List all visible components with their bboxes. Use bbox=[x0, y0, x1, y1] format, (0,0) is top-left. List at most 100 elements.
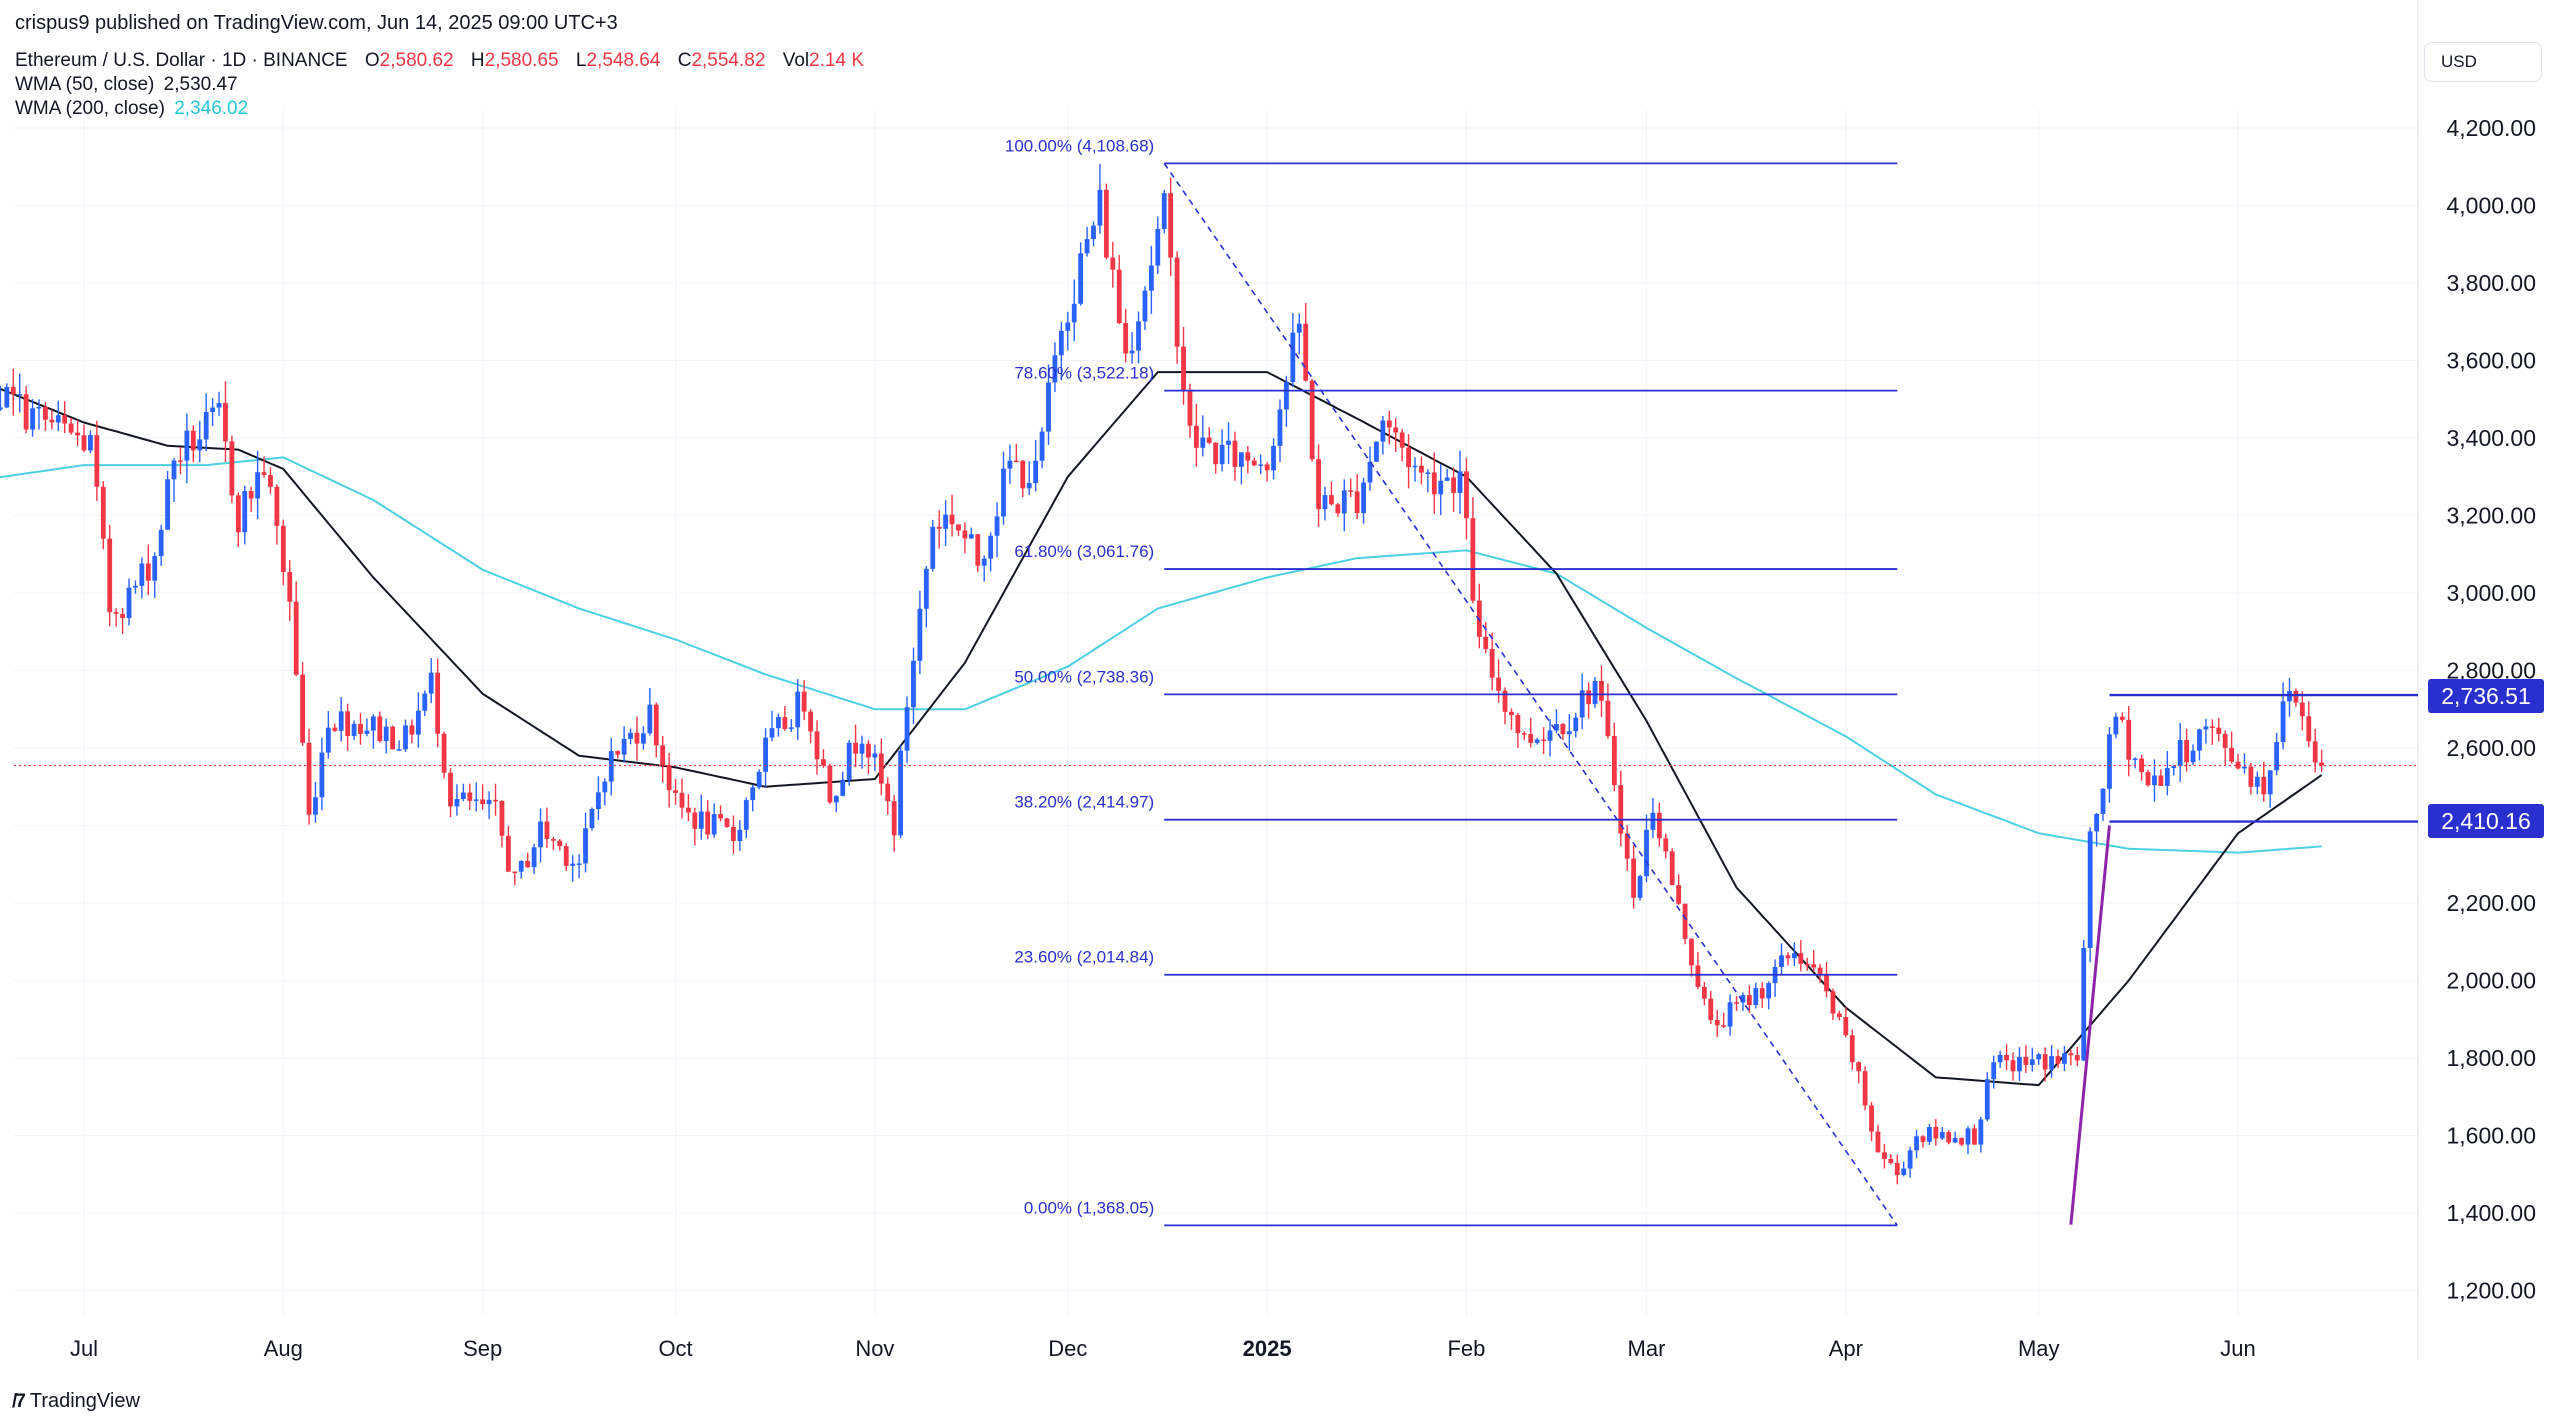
candle-body bbox=[306, 742, 312, 815]
wma200-legend[interactable]: WMA (200, close) 2,346.02 bbox=[15, 98, 248, 120]
candle-body bbox=[1264, 464, 1270, 471]
candle-body bbox=[2042, 1054, 2048, 1070]
candle-body bbox=[293, 601, 299, 675]
candle-body bbox=[975, 534, 981, 566]
candle-body bbox=[43, 406, 48, 420]
wma200-line bbox=[0, 456, 2322, 854]
candle-body bbox=[2055, 1056, 2061, 1064]
level-label-upper[interactable]: 2,736.51 bbox=[2428, 679, 2544, 713]
candle-body bbox=[409, 725, 415, 735]
currency-selector[interactable]: USD bbox=[2424, 42, 2542, 82]
wma50-legend[interactable]: WMA (50, close) 2,530.47 bbox=[15, 74, 238, 96]
candle-body bbox=[1444, 477, 1450, 481]
candle-body bbox=[1965, 1128, 1971, 1145]
candle-body bbox=[1740, 995, 1746, 1003]
candle-body bbox=[885, 783, 891, 802]
candle-body bbox=[100, 486, 106, 539]
candle-body bbox=[94, 435, 100, 487]
time-tick-label: Sep bbox=[463, 1336, 502, 1361]
candle-body bbox=[1521, 733, 1527, 735]
low-label: L bbox=[575, 50, 587, 71]
candle-body bbox=[949, 514, 955, 525]
candle-body bbox=[55, 415, 61, 423]
fibonacci-retracement: 100.00% (4,108.68) 78.60% (3,522.18) 61.80… bbox=[1005, 136, 1898, 1227]
candle-body bbox=[1136, 321, 1141, 351]
candle-body bbox=[248, 491, 254, 499]
brand-footer[interactable]: /7 TradingView bbox=[12, 1390, 140, 1413]
candle-body bbox=[2235, 761, 2241, 769]
candle-body bbox=[538, 821, 543, 848]
time-tick-label: Jul bbox=[70, 1336, 98, 1361]
candle-body bbox=[705, 811, 711, 835]
candle-body bbox=[197, 439, 203, 451]
candle-body bbox=[364, 730, 370, 734]
time-tick-label: Nov bbox=[855, 1336, 894, 1361]
candle-body bbox=[358, 723, 363, 734]
candle-body bbox=[422, 693, 428, 711]
wma200-layer bbox=[0, 456, 2322, 854]
candle-body bbox=[808, 711, 813, 732]
wma200-label: WMA (200, close) bbox=[15, 98, 165, 119]
candle-body bbox=[1579, 690, 1585, 718]
candle-body bbox=[550, 838, 556, 841]
candle-body bbox=[840, 779, 846, 796]
candle-body bbox=[1457, 471, 1463, 493]
price-tick-label: 4,000.00 bbox=[2446, 193, 2536, 219]
candle-body bbox=[313, 797, 318, 815]
symbol-ohlc-line: Ethereum / U.S. Dollar · 1D · BINANCE O2… bbox=[15, 50, 864, 72]
candle-body bbox=[2119, 716, 2125, 720]
candle-body bbox=[415, 710, 421, 735]
candle-body bbox=[641, 733, 646, 744]
price-tick-label: 2,600.00 bbox=[2446, 735, 2536, 761]
candle-body bbox=[2229, 747, 2235, 762]
candle-body bbox=[1354, 491, 1360, 514]
candle-body bbox=[724, 818, 730, 828]
candle-body bbox=[68, 423, 74, 433]
candle-body bbox=[1219, 444, 1225, 465]
symbol-title[interactable]: Ethereum / U.S. Dollar · 1D · BINANCE bbox=[15, 50, 348, 71]
candle-body bbox=[1785, 955, 1791, 959]
candle-body bbox=[268, 474, 273, 487]
purple-trend-line bbox=[2069, 825, 2111, 1225]
candle-body bbox=[370, 716, 376, 731]
candle-body bbox=[1335, 504, 1341, 514]
candle-body bbox=[1470, 518, 1476, 601]
candle-body bbox=[1438, 480, 1444, 495]
candle-body bbox=[1721, 1025, 1727, 1027]
high-label: H bbox=[470, 50, 485, 71]
candle-body bbox=[49, 419, 55, 423]
candle-body bbox=[1894, 1162, 1900, 1175]
candle-body bbox=[2293, 690, 2299, 703]
candle-body bbox=[338, 711, 344, 731]
candle-body bbox=[2132, 758, 2138, 761]
candle-body bbox=[769, 728, 775, 738]
candle-body bbox=[1451, 477, 1456, 493]
candle-body bbox=[1161, 193, 1167, 229]
candle-body bbox=[1001, 468, 1006, 517]
candle-body bbox=[1277, 409, 1283, 446]
brand-name: TradingView bbox=[29, 1390, 140, 1412]
level-label-lower[interactable]: 2,410.16 bbox=[2428, 804, 2544, 838]
candle-body bbox=[2261, 776, 2267, 795]
candle-body bbox=[1836, 1013, 1842, 1018]
candle-body bbox=[801, 691, 807, 712]
candle-body bbox=[827, 765, 833, 803]
candle-body bbox=[2010, 1060, 2016, 1072]
candle-body bbox=[1026, 483, 1032, 489]
candle-body bbox=[737, 829, 743, 841]
candle-body bbox=[1817, 967, 1823, 974]
candle-body bbox=[2209, 726, 2215, 728]
candle-body bbox=[1174, 257, 1180, 347]
candle-body bbox=[1296, 323, 1302, 333]
candle-body bbox=[711, 814, 717, 835]
candle-body bbox=[2087, 831, 2093, 949]
candle-body bbox=[2184, 739, 2190, 763]
candle-body bbox=[898, 750, 904, 836]
candle-body bbox=[2280, 701, 2286, 742]
candle-body bbox=[833, 795, 839, 803]
candle-body bbox=[1746, 995, 1752, 1006]
candle-body bbox=[1618, 785, 1624, 834]
candle-body bbox=[576, 863, 582, 865]
candle-body bbox=[660, 745, 666, 766]
